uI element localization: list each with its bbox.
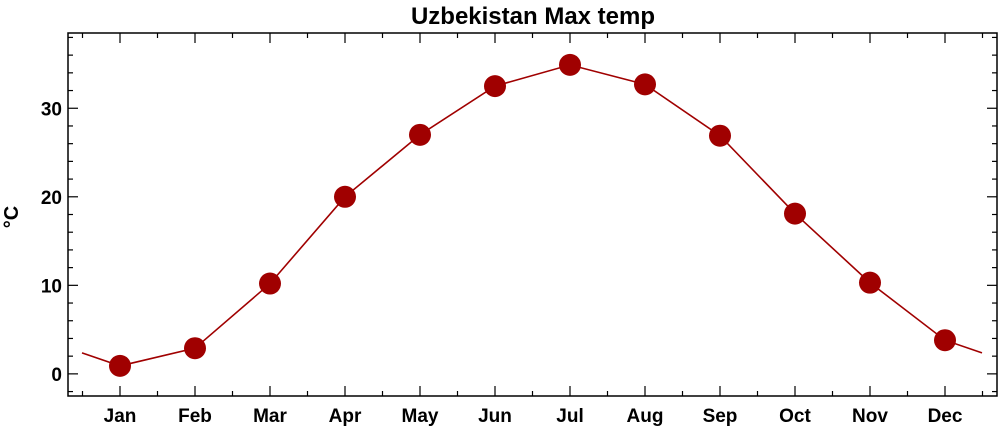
x-tick-labels: Jan Feb Mar Apr May Jun Jul Aug Sep Oct Nov Dec bbox=[104, 406, 963, 427]
x-tick-label: Oct bbox=[779, 406, 811, 427]
x-tick-label: Jun bbox=[478, 406, 512, 427]
x-tick-label: May bbox=[402, 406, 439, 427]
x-tick-label: Mar bbox=[253, 406, 287, 427]
data-point-jan[interactable] bbox=[109, 354, 131, 377]
data-point-nov[interactable] bbox=[859, 271, 881, 294]
y-tick-label: 0 bbox=[51, 365, 62, 386]
x-tick-label: Feb bbox=[178, 406, 212, 427]
x-tick-label: Apr bbox=[329, 406, 362, 427]
y-tick-label: 20 bbox=[41, 188, 62, 209]
x-tick-label: Dec bbox=[928, 406, 963, 427]
data-point-jun[interactable] bbox=[484, 75, 506, 98]
data-point-aug[interactable] bbox=[634, 73, 656, 96]
x-tick-label: Jul bbox=[556, 406, 583, 427]
data-point-may[interactable] bbox=[409, 123, 431, 146]
y-tick-labels: 0 10 20 30 bbox=[41, 99, 62, 386]
axis-ticks bbox=[68, 33, 997, 396]
x-tick-label: Aug bbox=[627, 406, 664, 427]
data-point-oct[interactable] bbox=[784, 202, 806, 225]
y-tick-label: 30 bbox=[41, 99, 62, 120]
series-lines bbox=[81, 64, 983, 367]
chart-title: Uzbekistan Max temp bbox=[411, 3, 655, 30]
data-point-jul[interactable] bbox=[559, 53, 581, 76]
y-tick-label: 10 bbox=[41, 276, 62, 297]
data-point-feb[interactable] bbox=[184, 337, 206, 360]
data-points bbox=[109, 53, 956, 377]
x-tick-label: Jan bbox=[104, 406, 137, 427]
series-line bbox=[81, 64, 983, 367]
x-tick-label: Nov bbox=[852, 406, 888, 427]
data-point-apr[interactable] bbox=[334, 185, 356, 208]
y-axis-label: °C bbox=[1, 206, 23, 228]
data-point-mar[interactable] bbox=[259, 272, 281, 295]
data-point-sep[interactable] bbox=[709, 124, 731, 147]
plot-frame bbox=[67, 32, 998, 397]
x-tick-label: Sep bbox=[703, 406, 738, 427]
data-point-dec[interactable] bbox=[934, 329, 956, 352]
